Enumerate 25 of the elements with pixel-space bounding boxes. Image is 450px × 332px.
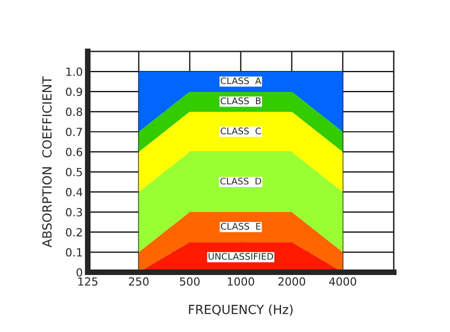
y-tick-label: 0.6 [66, 148, 82, 156]
x-tick-label: 1000 [228, 277, 254, 286]
y-tick-label: 0.1 [66, 248, 82, 257]
series-label: CLASS A [220, 77, 262, 84]
y-tick-label: 0.7 [66, 128, 82, 136]
series-label: CLASS C [220, 128, 261, 134]
y-tick-label: 0.3 [66, 208, 82, 216]
series-label: CLASS D [220, 178, 262, 185]
x-tick-label: 250 [128, 277, 149, 286]
y-tick-label: 0.5 [66, 168, 82, 176]
y-tick-label: 1.0 [66, 68, 82, 76]
x-tick-label: 125 [78, 277, 98, 286]
x-tick-label: 4000 [329, 277, 356, 286]
series-label: UNCLASSIFIED [208, 252, 274, 260]
y-tick-label: 0.8 [66, 108, 82, 116]
x-tick-label: 500 [180, 277, 200, 286]
x-axis-title: FREQUENCY (Hz) [189, 304, 293, 316]
y-tick-label: 0.4 [66, 188, 82, 196]
series-label: CLASS E [220, 222, 260, 230]
x-tick-label: 2000 [278, 277, 306, 286]
y-axis-title: ABSORPTION COEFFICIENT [42, 76, 52, 248]
y-tick-label: 0 [76, 268, 82, 277]
y-tick-label: 0.9 [66, 88, 82, 96]
y-tick-label: 0.2 [66, 228, 82, 236]
series-label: CLASS B [220, 97, 261, 104]
